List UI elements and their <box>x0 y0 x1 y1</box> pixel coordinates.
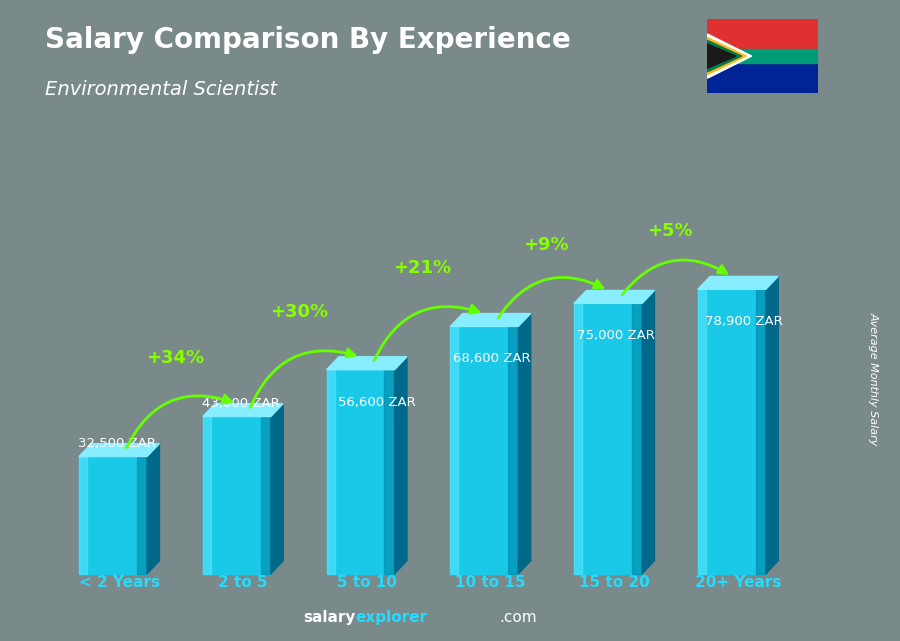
Bar <box>707 56 818 93</box>
Bar <box>698 289 766 574</box>
Bar <box>79 456 87 574</box>
Text: +30%: +30% <box>270 303 328 320</box>
Bar <box>327 370 335 574</box>
Polygon shape <box>766 276 778 574</box>
Text: 32,500 ZAR: 32,500 ZAR <box>78 437 157 450</box>
Polygon shape <box>642 290 654 574</box>
Text: +9%: +9% <box>524 237 569 254</box>
Text: Average Monthly Salary: Average Monthly Salary <box>868 312 878 445</box>
Text: salary: salary <box>303 610 356 625</box>
Polygon shape <box>450 313 531 326</box>
Text: 68,600 ZAR: 68,600 ZAR <box>454 353 531 365</box>
Bar <box>202 417 211 574</box>
Bar <box>327 370 394 574</box>
Polygon shape <box>394 357 407 574</box>
Text: +21%: +21% <box>393 260 452 278</box>
Polygon shape <box>707 34 751 78</box>
Text: explorer: explorer <box>356 610 427 625</box>
Text: 2 to 5: 2 to 5 <box>218 575 268 590</box>
Polygon shape <box>202 404 284 417</box>
Text: 20+ Years: 20+ Years <box>695 575 781 590</box>
Polygon shape <box>574 290 654 303</box>
Bar <box>698 289 706 574</box>
Text: +5%: +5% <box>647 222 693 240</box>
Text: 5 to 10: 5 to 10 <box>337 575 397 590</box>
Bar <box>450 326 518 574</box>
Polygon shape <box>707 44 736 68</box>
Text: 10 to 15: 10 to 15 <box>455 575 526 590</box>
Polygon shape <box>327 357 407 370</box>
Bar <box>137 456 147 574</box>
Polygon shape <box>271 404 284 574</box>
Bar <box>79 456 147 574</box>
Bar <box>450 326 458 574</box>
Text: 43,600 ZAR: 43,600 ZAR <box>202 397 280 410</box>
Bar <box>508 326 518 574</box>
Text: 75,000 ZAR: 75,000 ZAR <box>577 329 655 342</box>
Polygon shape <box>147 444 159 574</box>
Text: 78,900 ZAR: 78,900 ZAR <box>705 315 782 328</box>
Bar <box>707 49 818 63</box>
Text: Environmental Scientist: Environmental Scientist <box>45 80 277 99</box>
Bar <box>384 370 394 574</box>
Text: Salary Comparison By Experience: Salary Comparison By Experience <box>45 26 571 54</box>
Polygon shape <box>707 40 742 72</box>
Text: .com: .com <box>500 610 537 625</box>
Polygon shape <box>698 276 778 289</box>
Bar <box>707 19 818 56</box>
Bar <box>574 303 582 574</box>
Bar <box>261 417 271 574</box>
Bar <box>202 417 271 574</box>
Bar <box>756 289 766 574</box>
Polygon shape <box>518 313 531 574</box>
Text: 15 to 20: 15 to 20 <box>579 575 650 590</box>
Polygon shape <box>79 444 159 456</box>
Text: 56,600 ZAR: 56,600 ZAR <box>338 395 416 408</box>
Text: < 2 Years: < 2 Years <box>79 575 160 590</box>
Text: +34%: +34% <box>146 349 204 367</box>
Bar <box>574 303 642 574</box>
Polygon shape <box>707 38 746 74</box>
Bar <box>632 303 642 574</box>
